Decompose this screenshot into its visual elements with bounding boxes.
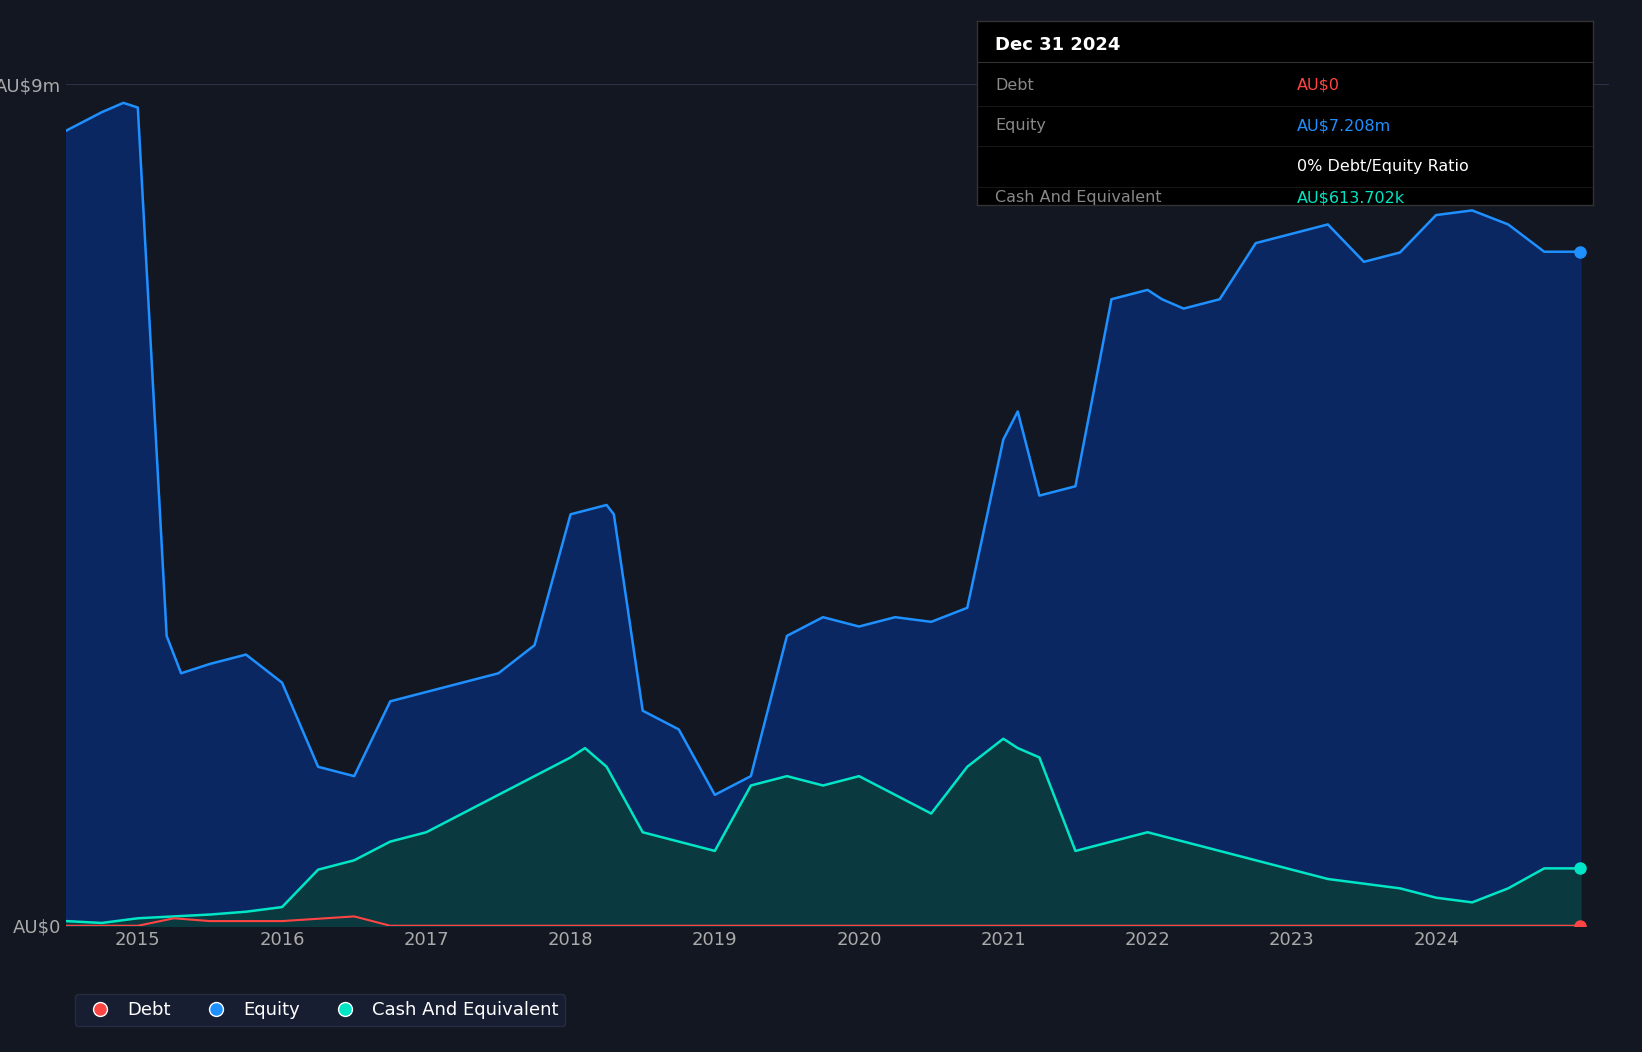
Text: Debt: Debt [995,78,1034,93]
Text: Dec 31 2024: Dec 31 2024 [995,36,1121,54]
Legend: Debt, Equity, Cash And Equivalent: Debt, Equity, Cash And Equivalent [74,994,565,1026]
Text: AU$0: AU$0 [1297,78,1340,93]
Text: AU$613.702k: AU$613.702k [1297,190,1406,205]
Text: Equity: Equity [995,119,1046,134]
Text: AU$7.208m: AU$7.208m [1297,119,1391,134]
Text: Cash And Equivalent: Cash And Equivalent [995,190,1163,205]
Text: 0% Debt/Equity Ratio: 0% Debt/Equity Ratio [1297,159,1470,174]
